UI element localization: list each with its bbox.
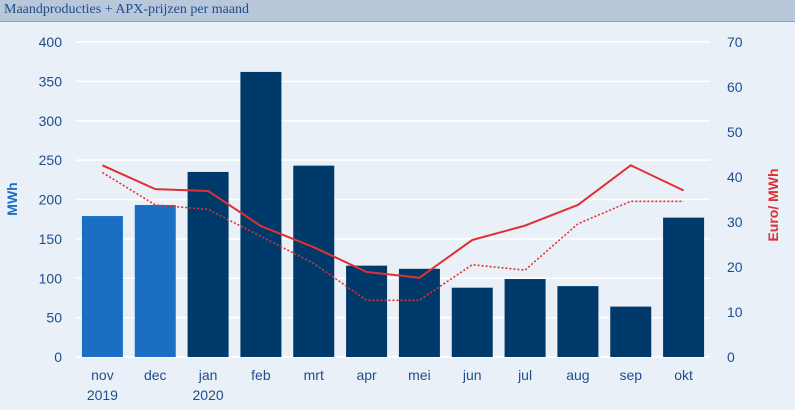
- right-axis-title: Euro/ MWh: [765, 168, 781, 241]
- left-tick-label: 150: [39, 231, 63, 247]
- price-line-dotted: [101, 171, 684, 302]
- bar-sep: [610, 306, 652, 357]
- bar-nov: [81, 216, 123, 357]
- x-tick-label: jul: [517, 367, 532, 383]
- left-tick-label: 250: [39, 152, 63, 168]
- right-tick-label: 60: [727, 79, 743, 95]
- x-tick-label: feb: [251, 367, 271, 383]
- right-tick-label: 30: [727, 214, 743, 230]
- x-tick-label: mrt: [304, 367, 324, 383]
- x-tick-label: nov: [91, 367, 114, 383]
- x-tick-year: 2020: [193, 387, 224, 403]
- chart-title: Maandproducties + APX-prijzen per maand: [4, 2, 250, 17]
- header-divider: [0, 21, 795, 22]
- bar-dec: [134, 205, 176, 357]
- x-tick-label: mei: [408, 367, 431, 383]
- right-tick-label: 40: [727, 169, 743, 185]
- bar-jun: [451, 287, 493, 357]
- x-tick-year: 2019: [87, 387, 118, 403]
- x-tick-label: jan: [198, 367, 218, 383]
- x-tick-label: sep: [619, 367, 642, 383]
- left-tick-label: 0: [54, 349, 62, 365]
- x-axis-ticks: nov 2019 dec jan 2020 feb mrt apr mei jun jul aug se…: [87, 367, 693, 403]
- left-tick-label: 200: [39, 192, 63, 208]
- left-tick-label: 400: [39, 34, 63, 50]
- x-tick-label: jun: [462, 367, 482, 383]
- bar-aug: [557, 286, 599, 357]
- left-tick-label: 350: [39, 73, 63, 89]
- x-tick-label: okt: [674, 367, 693, 383]
- bar-jan: [187, 171, 229, 357]
- x-tick-label: dec: [144, 367, 167, 383]
- right-tick-label: 50: [727, 124, 743, 140]
- x-tick-label: aug: [566, 367, 589, 383]
- left-axis-title: MWh: [4, 182, 20, 215]
- right-tick-label: 10: [727, 304, 743, 320]
- left-tick-label: 50: [46, 310, 62, 326]
- chart-header: Maandproducties + APX-prijzen per maand: [0, 0, 795, 22]
- right-tick-label: 0: [727, 349, 735, 365]
- left-tick-label: 300: [39, 113, 63, 129]
- price-line-solid: [102, 164, 685, 279]
- bar-feb: [240, 71, 282, 358]
- left-tick-label: 100: [39, 270, 63, 286]
- x-tick-label: apr: [356, 367, 377, 383]
- grid-layer: [76, 41, 710, 358]
- line-layer: [101, 164, 685, 302]
- bar-mei: [398, 268, 440, 357]
- right-tick-label: 70: [727, 34, 743, 50]
- right-axis-ticks: 0 10 20 30 40 50 60 70: [727, 34, 743, 365]
- bar-mrt: [293, 165, 335, 357]
- bar-okt: [663, 217, 705, 357]
- bar-layer: [81, 71, 705, 358]
- right-tick-label: 20: [727, 259, 743, 275]
- left-axis-ticks: 0 50 100 150 200 250 300 350 400: [39, 34, 63, 365]
- bar-apr: [346, 265, 388, 357]
- bar-jul: [504, 279, 546, 357]
